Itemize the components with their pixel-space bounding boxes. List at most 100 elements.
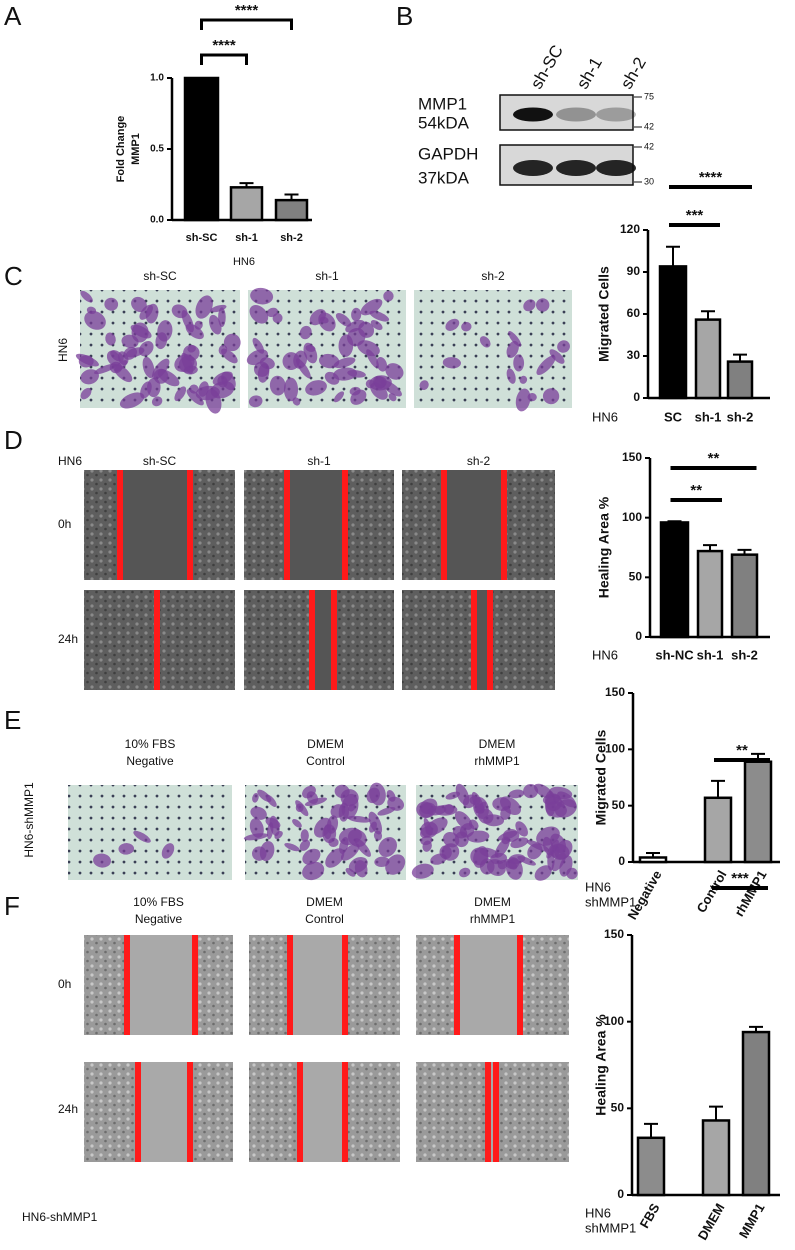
stained-cell <box>105 332 116 346</box>
panel-label: D <box>4 425 23 455</box>
x-tick-label: sh-1 <box>695 409 722 424</box>
stained-cell <box>138 341 154 357</box>
marker-label: 42 <box>644 121 654 131</box>
stained-cell <box>458 867 471 878</box>
stained-cell <box>527 843 543 860</box>
size-label: 54kDA <box>418 113 470 132</box>
stained-cell <box>369 310 390 322</box>
stained-cell <box>333 391 345 403</box>
wound-gap <box>300 1062 345 1162</box>
stained-cell <box>265 794 277 807</box>
wound-edge <box>342 1062 348 1162</box>
column-label: Control <box>306 754 345 768</box>
wound-edge <box>124 935 130 1035</box>
stained-cell <box>299 325 312 340</box>
column-label: DMEM <box>479 737 516 751</box>
stained-cell <box>265 817 281 829</box>
marker-label: 42 <box>644 141 654 151</box>
stained-cell <box>443 804 455 815</box>
wound-edge <box>117 470 123 580</box>
panel-label: C <box>4 261 23 291</box>
stained-cell <box>430 853 447 865</box>
stained-cell <box>131 296 147 312</box>
bar <box>730 553 759 639</box>
stained-cell <box>330 804 346 818</box>
footer-label: HN6-shMMP1 <box>22 1210 98 1224</box>
wound-gap <box>290 935 345 1035</box>
x-tick-label: sh-1 <box>697 647 724 662</box>
y-tick-label: 90 <box>627 264 641 278</box>
row-label: 0h <box>58 977 71 991</box>
stained-cell <box>259 357 275 370</box>
column-label: rhMMP1 <box>470 912 516 926</box>
stained-cell <box>249 305 269 324</box>
band <box>513 160 553 176</box>
stained-cell <box>209 314 222 335</box>
wound-gap <box>488 1062 496 1162</box>
stained-cell <box>269 375 286 396</box>
wound-edge <box>501 470 507 580</box>
y-tick-label: 50 <box>611 1101 625 1115</box>
stained-cell <box>508 789 525 799</box>
stained-cell <box>566 867 578 880</box>
y-tick-label: 30 <box>627 348 641 362</box>
stained-cell <box>300 829 309 842</box>
column-label: sh-SC <box>143 269 177 283</box>
x-tick-label: sh-2 <box>731 647 758 662</box>
stained-cell <box>333 357 356 369</box>
stained-cell <box>473 846 489 868</box>
stained-cell <box>142 356 155 379</box>
stained-cell <box>195 295 213 319</box>
stained-cell <box>266 307 279 318</box>
stained-cell <box>536 826 560 846</box>
stained-cell <box>186 389 204 406</box>
wound-edge <box>485 1062 491 1162</box>
side-label: HN6-shMMP1 <box>22 782 36 858</box>
stained-cell <box>250 287 274 305</box>
stained-cell <box>369 782 386 806</box>
group-label: HN6 <box>585 879 611 894</box>
stained-cell <box>523 299 536 312</box>
stained-cell <box>250 806 267 820</box>
stained-cell <box>274 830 283 839</box>
error-bar <box>644 1122 658 1138</box>
band <box>556 107 596 122</box>
stained-cell <box>345 320 365 333</box>
lane-label: sh-1 <box>573 54 606 92</box>
x-tick-label: MMP1 <box>736 1201 768 1241</box>
y-axis-label: Migrated Cells <box>593 729 609 825</box>
stained-cell <box>385 363 404 380</box>
error-bar <box>733 353 747 362</box>
stained-cell <box>80 369 99 385</box>
stained-cell <box>500 806 511 820</box>
stained-cell <box>293 350 308 369</box>
stained-cell <box>443 831 460 848</box>
row-label: 24h <box>58 632 78 646</box>
significance-label: **** <box>235 2 259 19</box>
wound-gap <box>138 1062 190 1162</box>
wound-edge <box>187 1062 193 1162</box>
stained-cell <box>479 336 491 348</box>
marker-label: 30 <box>644 176 654 186</box>
y-axis-label: MMP1 <box>130 133 142 165</box>
significance-label: *** <box>731 870 749 887</box>
stained-cell <box>468 819 479 830</box>
significance-label: ** <box>708 450 720 467</box>
stained-cell <box>383 290 394 302</box>
stained-cell <box>445 318 460 331</box>
x-tick-label: sh-NC <box>655 647 694 662</box>
stained-cell <box>259 841 275 862</box>
stained-cell <box>151 396 163 407</box>
stained-cell <box>131 322 149 343</box>
wound-edge <box>471 590 477 690</box>
x-axis-label: HN6 <box>233 256 255 268</box>
stained-cell <box>302 848 321 865</box>
marker-label: 75 <box>644 91 654 101</box>
panel-label: B <box>396 1 413 31</box>
error-bar <box>749 1025 763 1033</box>
column-label: Control <box>305 912 344 926</box>
stained-cell <box>333 367 358 381</box>
stained-cell <box>536 355 556 375</box>
x-tick-label: sh-2 <box>727 409 754 424</box>
error-bar <box>709 1105 723 1121</box>
